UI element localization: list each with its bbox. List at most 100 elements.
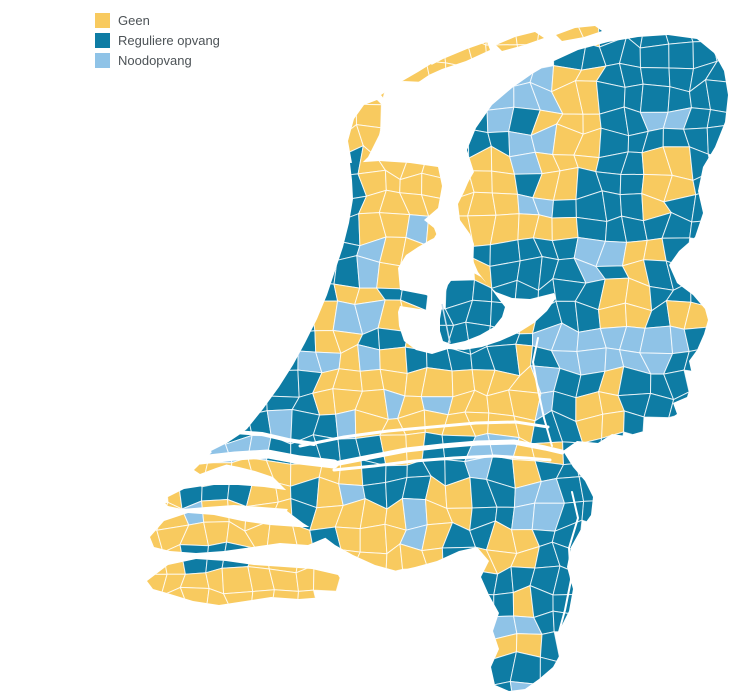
municipality-geen[interactable]: [485, 18, 518, 46]
municipality-geen[interactable]: [340, 549, 361, 570]
municipality-reguliere-opvang[interactable]: [691, 189, 718, 223]
municipality-reguliere-opvang[interactable]: [463, 80, 491, 111]
municipality-noodopvang[interactable]: [639, 325, 674, 355]
municipality-geen[interactable]: [268, 568, 300, 592]
municipality-geen[interactable]: [513, 18, 541, 46]
municipality-geen[interactable]: [385, 63, 403, 82]
municipality-reguliere-opvang[interactable]: [689, 219, 718, 242]
municipality-geen[interactable]: [201, 498, 230, 523]
municipality-geen[interactable]: [334, 526, 361, 553]
municipality-reguliere-opvang[interactable]: [467, 108, 489, 134]
municipality-reguliere-opvang[interactable]: [468, 592, 495, 618]
municipality-reguliere-opvang[interactable]: [310, 281, 339, 302]
municipality-reguliere-opvang[interactable]: [332, 212, 361, 247]
municipality-reguliere-opvang[interactable]: [575, 459, 606, 478]
municipality-geen[interactable]: [355, 79, 389, 106]
municipality-geen[interactable]: [177, 460, 209, 488]
municipality-geen[interactable]: [420, 367, 454, 398]
municipality-noodopvang[interactable]: [486, 85, 515, 111]
municipality-geen[interactable]: [464, 16, 492, 46]
municipality-geen[interactable]: [342, 79, 359, 109]
municipality-reguliere-opvang[interactable]: [706, 124, 731, 159]
municipality-geen[interactable]: [270, 589, 300, 611]
municipality-reguliere-opvang[interactable]: [705, 79, 731, 115]
municipality-geen[interactable]: [399, 60, 432, 84]
river-maas-limburg: [558, 491, 579, 633]
municipality-geen[interactable]: [536, 23, 559, 48]
municipality-reguliere-opvang[interactable]: [201, 480, 231, 502]
municipality-reguliere-opvang[interactable]: [639, 83, 671, 113]
municipality-geen[interactable]: [296, 589, 321, 619]
municipality-geen[interactable]: [295, 543, 315, 574]
municipality-geen[interactable]: [266, 520, 300, 555]
municipality-geen[interactable]: [491, 170, 519, 195]
municipality-geen[interactable]: [222, 590, 254, 614]
municipality-reguliere-opvang[interactable]: [333, 254, 361, 289]
municipality-geen[interactable]: [250, 589, 275, 614]
municipality-geen[interactable]: [163, 459, 180, 481]
municipality-reguliere-opvang[interactable]: [575, 437, 603, 465]
municipality-reguliere-opvang[interactable]: [288, 300, 316, 334]
municipality-geen[interactable]: [201, 462, 233, 488]
municipality-reguliere-opvang[interactable]: [578, 476, 608, 502]
municipality-geen[interactable]: [137, 573, 168, 597]
municipality-reguliere-opvang[interactable]: [552, 610, 579, 633]
municipality-noodopvang[interactable]: [511, 502, 536, 531]
municipality-reguliere-opvang[interactable]: [288, 330, 317, 353]
municipality-reguliere-opvang[interactable]: [639, 16, 670, 49]
municipality-reguliere-opvang[interactable]: [485, 680, 515, 693]
municipality-reguliere-opvang[interactable]: [275, 346, 299, 372]
municipality-reguliere-opvang[interactable]: [668, 41, 695, 70]
municipality-reguliere-opvang[interactable]: [493, 591, 515, 618]
rivers: [195, 337, 579, 633]
municipality-reguliere-opvang[interactable]: [639, 43, 670, 69]
municipality-geen[interactable]: [491, 192, 520, 216]
municipality-reguliere-opvang[interactable]: [265, 369, 300, 398]
municipality-reguliere-opvang[interactable]: [581, 499, 608, 527]
municipality-geen[interactable]: [376, 261, 403, 290]
municipality-geen[interactable]: [421, 17, 447, 47]
municipality-reguliere-opvang[interactable]: [619, 173, 645, 196]
municipality-geen[interactable]: [359, 523, 388, 555]
municipality-geen[interactable]: [179, 572, 210, 590]
legend-swatch-noodopvang: [95, 53, 110, 68]
municipality-reguliere-opvang[interactable]: [466, 568, 499, 596]
municipality-reguliere-opvang[interactable]: [551, 198, 577, 219]
municipality-geen[interactable]: [353, 551, 388, 574]
municipality-geen[interactable]: [421, 547, 444, 570]
municipality-geen[interactable]: [443, 16, 474, 47]
municipality-reguliere-opvang[interactable]: [444, 123, 470, 159]
municipality-geen[interactable]: [311, 543, 344, 570]
municipality-geen[interactable]: [355, 103, 382, 129]
municipality-reguliere-opvang[interactable]: [442, 149, 470, 179]
municipality-noodopvang[interactable]: [486, 61, 521, 88]
municipality-reguliere-opvang[interactable]: [562, 441, 584, 466]
municipality-geen[interactable]: [179, 586, 210, 617]
municipality-geen[interactable]: [312, 564, 344, 592]
municipality-reguliere-opvang[interactable]: [539, 656, 562, 686]
municipality-reguliere-opvang[interactable]: [683, 325, 719, 353]
municipality-geen[interactable]: [247, 547, 270, 570]
municipality-reguliere-opvang[interactable]: [179, 544, 210, 575]
municipality-reguliere-opvang[interactable]: [441, 546, 477, 570]
municipality-geen[interactable]: [551, 216, 579, 242]
municipality-geen[interactable]: [425, 60, 447, 89]
municipality-geen[interactable]: [375, 39, 403, 71]
municipality-cells-layer: [137, 16, 731, 693]
municipality-reguliere-opvang[interactable]: [706, 109, 731, 129]
municipality-noodopvang[interactable]: [576, 347, 607, 376]
river-maas: [332, 454, 552, 472]
municipality-geen[interactable]: [485, 44, 521, 67]
municipality-geen[interactable]: [421, 42, 447, 64]
legend-item-noodopvang: Noodopvang: [95, 53, 220, 68]
municipality-geen[interactable]: [552, 23, 587, 48]
river-haringvliet: [195, 449, 339, 469]
municipality-geen[interactable]: [397, 40, 427, 66]
municipality-geen[interactable]: [357, 144, 387, 175]
legend-label-noodopvang: Noodopvang: [118, 53, 192, 68]
municipality-geen[interactable]: [445, 62, 476, 89]
municipality-geen[interactable]: [516, 44, 538, 71]
municipality-reguliere-opvang[interactable]: [311, 259, 338, 285]
municipality-noodopvang[interactable]: [509, 680, 541, 693]
